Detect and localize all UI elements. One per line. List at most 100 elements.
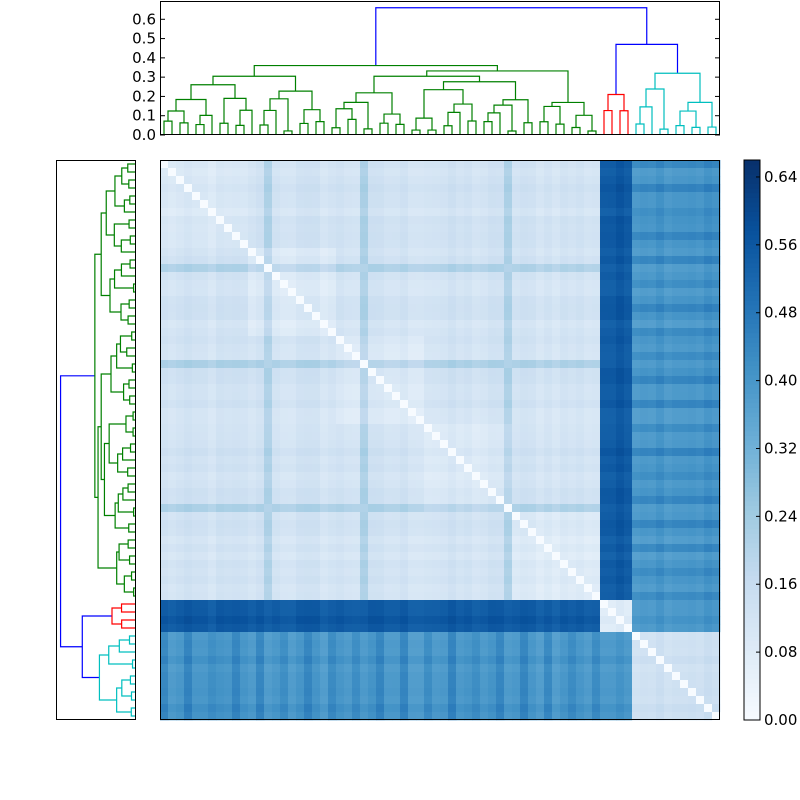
heatmap-cell bbox=[680, 680, 689, 689]
heatmap-cell bbox=[632, 664, 641, 673]
heatmap-cell bbox=[232, 496, 241, 505]
heatmap-cell bbox=[336, 200, 345, 209]
heatmap-cell bbox=[344, 560, 353, 569]
heatmap-cell bbox=[256, 496, 265, 505]
heatmap-cell bbox=[488, 288, 497, 297]
heatmap-cell bbox=[272, 200, 281, 209]
heatmap-cell bbox=[696, 224, 705, 233]
heatmap-cell bbox=[712, 192, 721, 201]
heatmap-cell bbox=[504, 568, 513, 577]
heatmap-cell bbox=[312, 456, 321, 465]
heatmap-cell bbox=[328, 528, 337, 537]
heatmap-cell bbox=[504, 528, 513, 537]
heatmap-cell bbox=[344, 552, 353, 561]
heatmap-cell bbox=[472, 352, 481, 361]
heatmap-cell bbox=[392, 416, 401, 425]
heatmap-cell bbox=[296, 528, 305, 537]
heatmap-cell bbox=[448, 296, 457, 305]
heatmap-cell bbox=[400, 584, 409, 593]
heatmap-cell bbox=[288, 592, 297, 601]
heatmap-cell bbox=[272, 488, 281, 497]
heatmap-cell bbox=[608, 448, 617, 457]
heatmap-cell bbox=[520, 488, 529, 497]
heatmap-cell bbox=[248, 232, 257, 241]
heatmap-cell bbox=[216, 520, 225, 529]
heatmap-cell bbox=[656, 408, 665, 417]
heatmap-cell bbox=[496, 392, 505, 401]
heatmap-cell bbox=[496, 536, 505, 545]
heatmap-cell bbox=[264, 432, 273, 441]
heatmap-cell bbox=[288, 552, 297, 561]
heatmap-cell bbox=[400, 160, 409, 169]
heatmap-cell bbox=[232, 296, 241, 305]
heatmap-cell bbox=[352, 208, 361, 217]
heatmap-cell bbox=[296, 704, 305, 713]
heatmap-cell bbox=[224, 688, 233, 697]
heatmap-cell bbox=[688, 592, 697, 601]
heatmap-cell bbox=[528, 400, 537, 409]
heatmap-cell bbox=[432, 496, 441, 505]
heatmap-cell bbox=[272, 624, 281, 633]
heatmap-cell bbox=[240, 288, 249, 297]
heatmap-cell bbox=[656, 320, 665, 329]
heatmap-cell bbox=[304, 504, 313, 513]
heatmap-cell bbox=[200, 528, 209, 537]
heatmap-cell bbox=[560, 560, 569, 569]
heatmap-cell bbox=[272, 480, 281, 489]
heatmap-cell bbox=[256, 704, 265, 713]
heatmap-cell bbox=[304, 632, 313, 641]
heatmap-cell bbox=[688, 608, 697, 617]
heatmap-cell bbox=[712, 440, 721, 449]
heatmap-cell bbox=[432, 360, 441, 369]
heatmap-cell bbox=[288, 688, 297, 697]
heatmap-cell bbox=[560, 160, 569, 169]
heatmap-cell bbox=[616, 240, 625, 249]
heatmap-cell bbox=[248, 440, 257, 449]
heatmap-cell bbox=[528, 184, 537, 193]
heatmap-cell bbox=[624, 416, 633, 425]
heatmap-cell bbox=[376, 552, 385, 561]
heatmap-cell bbox=[208, 560, 217, 569]
heatmap-cell bbox=[560, 192, 569, 201]
heatmap-cell bbox=[528, 464, 537, 473]
heatmap-cell bbox=[696, 688, 705, 697]
heatmap-cell bbox=[608, 312, 617, 321]
heatmap-cell bbox=[352, 712, 361, 721]
heatmap-cell bbox=[440, 496, 449, 505]
heatmap-cell bbox=[320, 624, 329, 633]
heatmap-cell bbox=[696, 704, 705, 713]
heatmap-cell bbox=[208, 160, 217, 169]
heatmap-cell bbox=[248, 480, 257, 489]
heatmap-cell bbox=[168, 392, 177, 401]
heatmap-cell bbox=[448, 232, 457, 241]
heatmap-cell bbox=[640, 312, 649, 321]
heatmap-cell bbox=[536, 616, 545, 625]
heatmap-cell bbox=[512, 680, 521, 689]
heatmap-cell bbox=[160, 352, 169, 361]
heatmap-cell bbox=[624, 304, 633, 313]
heatmap-cell bbox=[240, 584, 249, 593]
heatmap-cell bbox=[416, 232, 425, 241]
heatmap-cell bbox=[504, 544, 513, 553]
heatmap-cell bbox=[608, 264, 617, 273]
heatmap-cell bbox=[320, 208, 329, 217]
heatmap-cell bbox=[352, 384, 361, 393]
heatmap-cell bbox=[400, 248, 409, 257]
heatmap-cell bbox=[608, 560, 617, 569]
heatmap-cell bbox=[384, 200, 393, 209]
heatmap-cell bbox=[304, 272, 313, 281]
heatmap-cell bbox=[432, 280, 441, 289]
heatmap-cell bbox=[336, 552, 345, 561]
heatmap-cell bbox=[664, 248, 673, 257]
heatmap-cell bbox=[552, 440, 561, 449]
heatmap-cell bbox=[560, 200, 569, 209]
heatmap-cell bbox=[440, 168, 449, 177]
heatmap-cell bbox=[280, 688, 289, 697]
heatmap-cell bbox=[512, 616, 521, 625]
heatmap-cell bbox=[200, 184, 209, 193]
heatmap-cell bbox=[376, 648, 385, 657]
heatmap-cell bbox=[408, 648, 417, 657]
heatmap-cell bbox=[504, 600, 513, 609]
heatmap-cell bbox=[712, 488, 721, 497]
heatmap-cell bbox=[696, 528, 705, 537]
